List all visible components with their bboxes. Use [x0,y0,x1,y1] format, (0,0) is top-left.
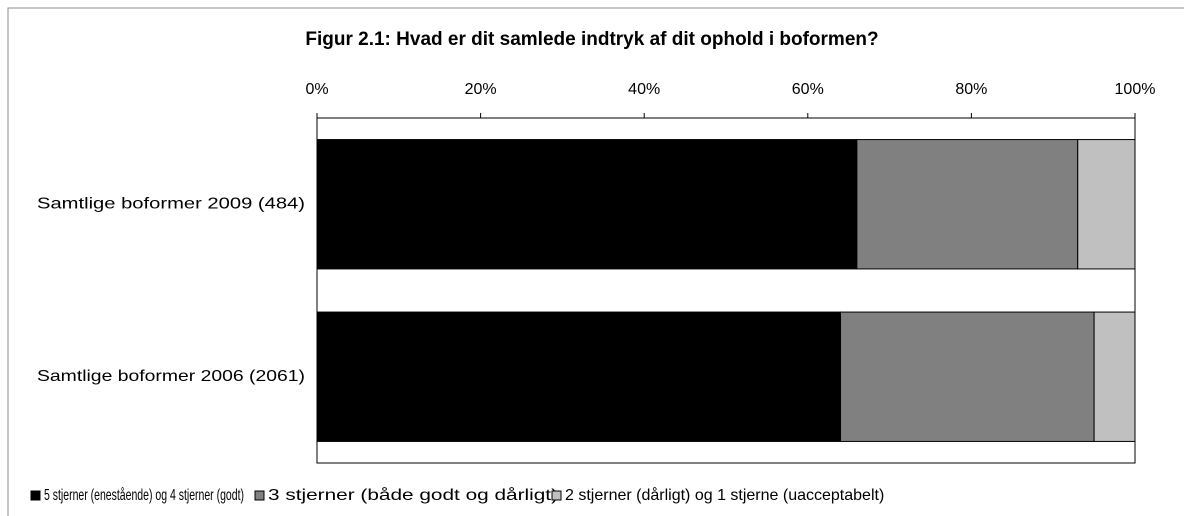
chart-title: Figur 2.1: Hvad er dit samlede indtryk a… [305,29,878,50]
x-tick-label: 60% [792,81,824,98]
legend-label: 5 stjerner (enestående) og 4 stjerner (g… [44,486,244,504]
legend-swatch [551,490,562,501]
bar-segment [856,139,1079,270]
bar-segment [840,311,1095,442]
bar-segment [316,139,858,270]
x-tick-label: 40% [628,81,660,98]
y-tick-label: Samtlige boformer 2009 (484) [37,195,305,212]
bar-segment [1077,139,1136,270]
legend-swatch [254,490,265,501]
bar-segment [316,311,842,442]
x-tick-label: 80% [955,81,987,98]
x-tick-label: 100% [1115,81,1156,98]
x-tick-label: 20% [465,81,497,98]
x-tick-label: 0% [305,81,328,98]
legend-swatch [30,490,41,501]
bar-segment [1093,311,1136,442]
legend-label: 3 stjerner (både godt og dårligt) [268,486,558,504]
y-tick-label: Samtlige boformer 2006 (2061) [37,368,305,385]
legend-label: 2 stjerner (dårligt) og 1 stjerne (uacce… [565,486,884,504]
